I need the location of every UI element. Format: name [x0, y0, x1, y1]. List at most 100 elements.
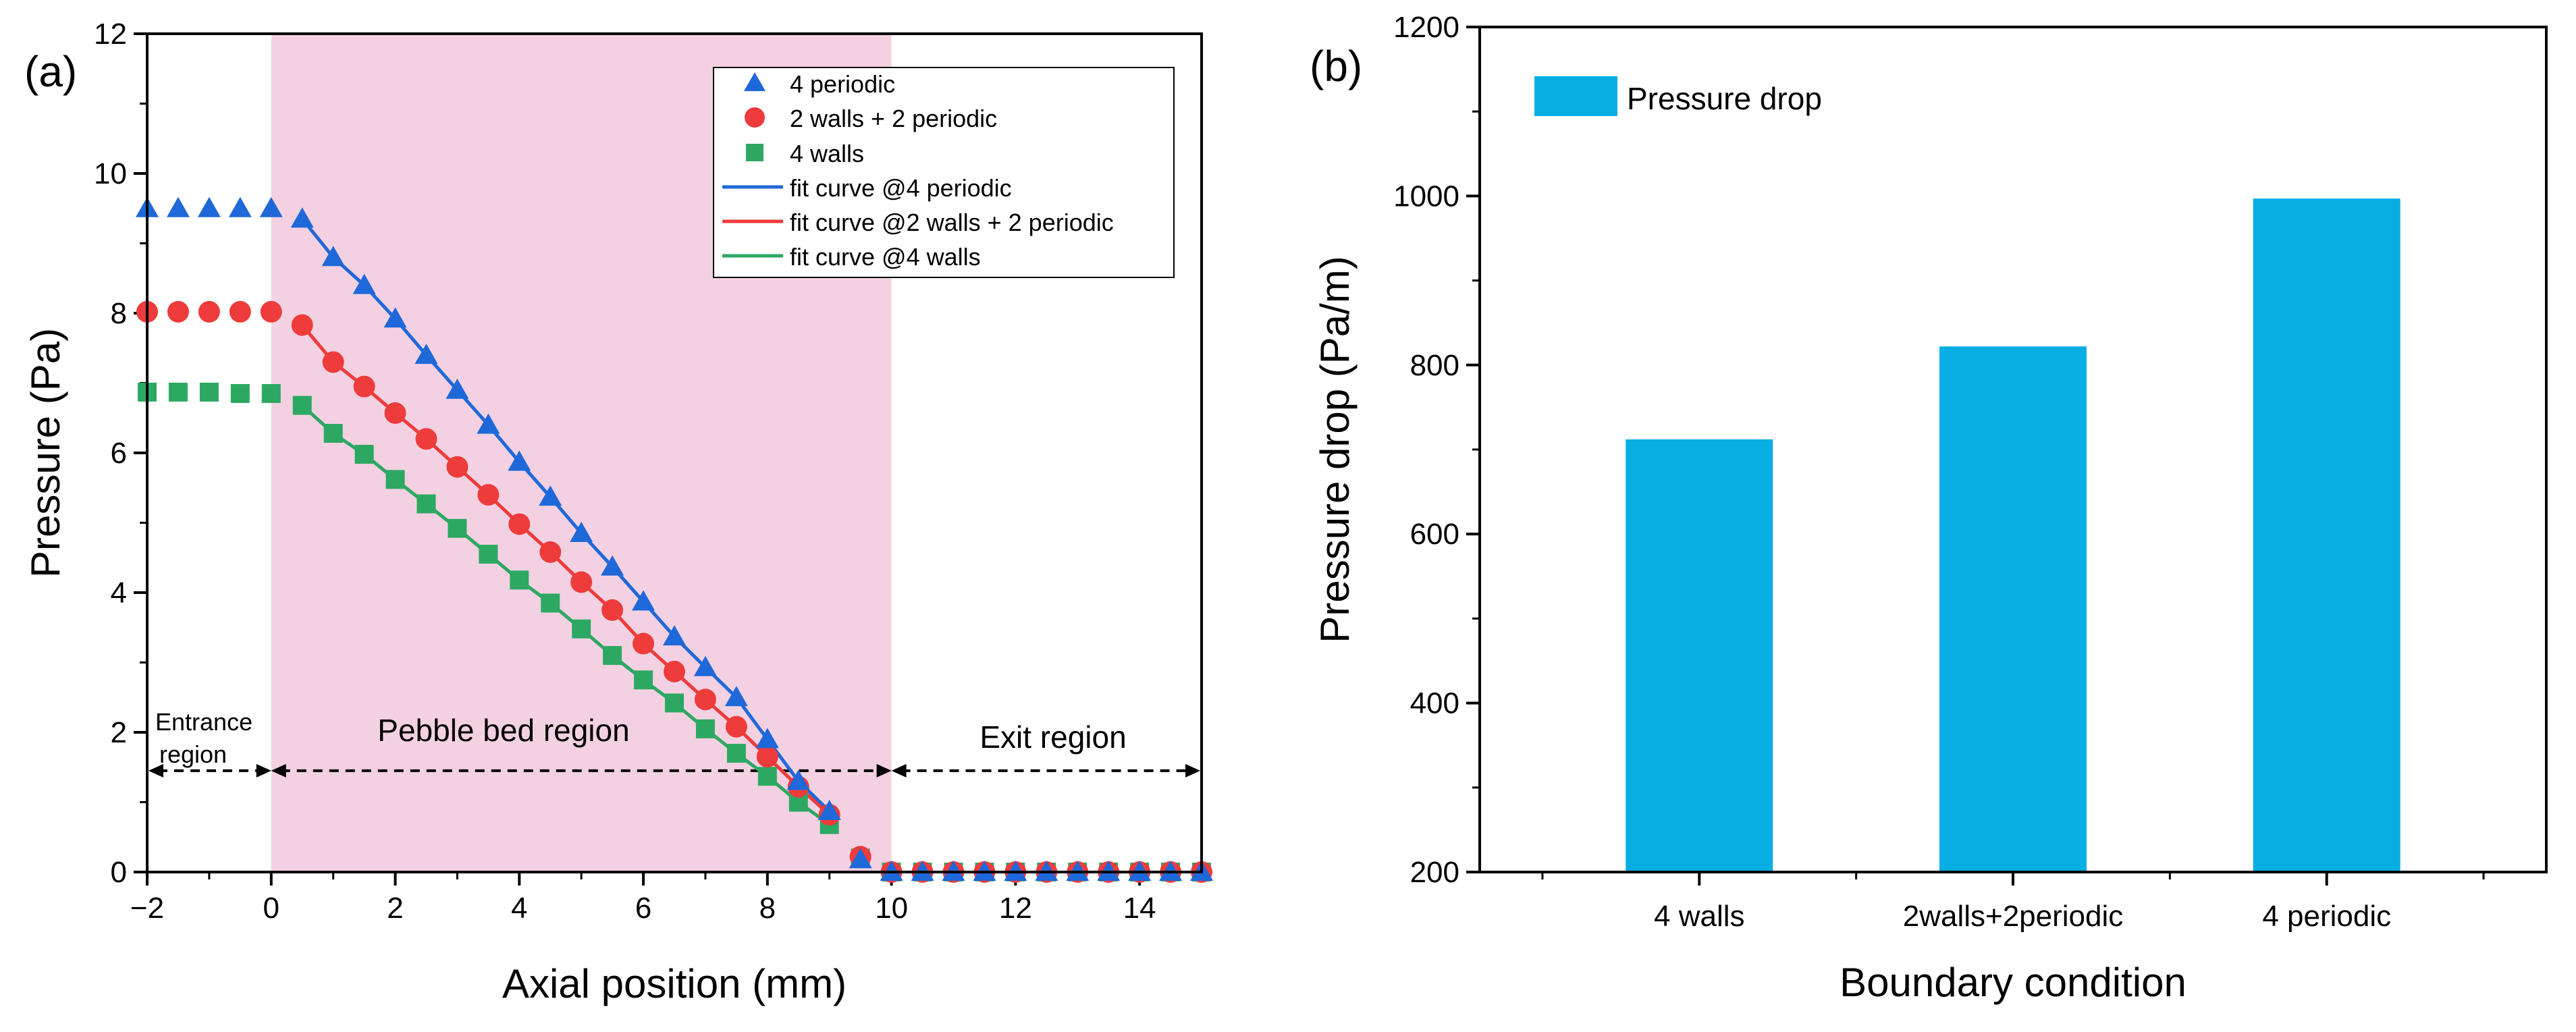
y-tick-label: 6 [111, 437, 127, 470]
marker-4-walls [354, 445, 374, 464]
marker-4-walls [665, 693, 684, 713]
marker-2-walls-2-periodic [508, 513, 531, 535]
marker-4-walls [572, 619, 591, 639]
marker-4-walls [541, 593, 560, 613]
marker-4-periodic [446, 378, 469, 399]
marker-4-periodic [290, 207, 314, 228]
legend-swatch-pressure-drop [1534, 76, 1617, 116]
marker-2-walls-2-periodic [633, 632, 655, 655]
x-tick-label: 12 [999, 892, 1032, 925]
legend-key-4-periodic [744, 72, 766, 91]
marker-4-walls [230, 384, 250, 404]
marker-4-walls [634, 670, 653, 690]
marker-2-walls-2-periodic [725, 715, 747, 738]
legend-box [713, 67, 1175, 278]
marker-4-walls [726, 744, 746, 763]
marker-4-walls [510, 570, 529, 590]
marker-2-walls-2-periodic [167, 300, 189, 323]
category-label: 4 walls [1654, 900, 1745, 933]
marker-4-periodic [352, 273, 376, 294]
y-tick-label: 10 [94, 157, 127, 190]
bar-1 [1939, 346, 2087, 872]
panel-a-x-axis-label: Axial position (mm) [502, 961, 847, 1006]
marker-4-periodic [724, 686, 748, 707]
y-tick-label: 600 [1410, 518, 1459, 551]
marker-2-walls-2-periodic [198, 300, 220, 323]
marker-4-periodic [570, 522, 593, 543]
legend-key-2-walls-2-periodic [745, 107, 765, 128]
marker-4-walls [292, 396, 312, 415]
panel-b-y-axis-label: Pressure drop (Pa/m) [1312, 256, 1358, 643]
pebble-bed-region-arrow-head-left [271, 763, 286, 778]
bar-2 [2253, 198, 2400, 872]
exit-region-arrow-head-left [891, 763, 907, 778]
legend-label-4-walls: 4 walls [790, 140, 864, 167]
marker-4-periodic [632, 590, 655, 611]
marker-2-walls-2-periodic [353, 375, 375, 398]
marker-4-walls [695, 719, 715, 738]
marker-4-walls [603, 646, 622, 666]
marker-4-periodic [663, 625, 686, 646]
x-tick-label: −2 [130, 892, 164, 925]
legend-keys [722, 72, 783, 258]
marker-2-walls-2-periodic [756, 746, 778, 768]
exit-region-label: Exit region [980, 719, 1126, 755]
marker-2-walls-2-periodic [291, 314, 313, 336]
legend-label-fit-4-walls: fit curve @4 walls [790, 243, 981, 271]
marker-4-periodic [197, 196, 221, 217]
marker-2-walls-2-periodic [446, 456, 468, 478]
exit-region-arrow-head-right [1185, 763, 1200, 778]
marker-4-periodic [414, 344, 438, 364]
x-tick-label: 0 [263, 892, 279, 925]
x-tick-label: 4 [511, 892, 527, 925]
marker-4-walls [417, 494, 436, 514]
legend-key-4-walls [746, 144, 763, 161]
legend-label-fit-2-walls-2-periodic: fit curve @2 walls + 2 periodic [790, 209, 1114, 236]
marker-4-periodic [508, 450, 531, 471]
marker-4-walls [479, 545, 498, 564]
marker-4-walls [199, 382, 219, 402]
y-tick-label: 1200 [1393, 11, 1459, 44]
marker-2-walls-2-periodic [322, 351, 344, 373]
y-tick-label: 0 [111, 856, 127, 889]
marker-2-walls-2-periodic [664, 660, 685, 682]
marker-2-walls-2-periodic [539, 541, 562, 563]
panel-a-plot-frame [146, 32, 1203, 873]
marker-2-walls-2-periodic [415, 428, 437, 450]
marker-2-walls-2-periodic [477, 484, 500, 506]
marker-4-periodic [786, 769, 810, 790]
marker-4-periodic [259, 196, 283, 217]
entrance-region-arrow-head-right [256, 763, 271, 778]
entrance-region-label-line1: Entrance [155, 708, 252, 736]
marker-2-walls-2-periodic [384, 402, 406, 425]
bars [1626, 198, 2400, 872]
x-tick-label: 8 [759, 892, 776, 925]
pebble-bed-region-arrow-head-right [876, 763, 892, 778]
marker-4-walls [448, 518, 467, 538]
y-tick-label: 4 [111, 576, 127, 609]
region-arrows [149, 763, 1200, 778]
legend-label-fit-4-periodic: fit curve @4 periodic [790, 174, 1012, 202]
x-tick-label: 6 [635, 892, 651, 925]
marker-4-walls [168, 382, 188, 402]
y-tick-label: 400 [1410, 687, 1459, 720]
y-tick-label: 200 [1410, 856, 1459, 889]
marker-4-periodic [755, 728, 779, 749]
pebble-bed-region-label: Pebble bed region [377, 713, 629, 748]
marker-4-periodic [383, 307, 407, 328]
marker-2-walls-2-periodic [260, 300, 282, 323]
x-tick-label: 2 [387, 892, 403, 925]
marker-2-walls-2-periodic [570, 571, 593, 593]
panel-a-y-axis-label: Pressure (Pa) [23, 328, 68, 578]
data-markers [136, 196, 1213, 883]
marker-4-periodic [817, 799, 841, 820]
bar-0 [1626, 439, 1773, 872]
y-tick-label: 1000 [1393, 180, 1459, 213]
marker-2-walls-2-periodic [229, 300, 251, 323]
marker-4-walls [323, 424, 343, 443]
x-tick-label: 10 [875, 892, 908, 925]
marker-2-walls-2-periodic [601, 599, 624, 621]
